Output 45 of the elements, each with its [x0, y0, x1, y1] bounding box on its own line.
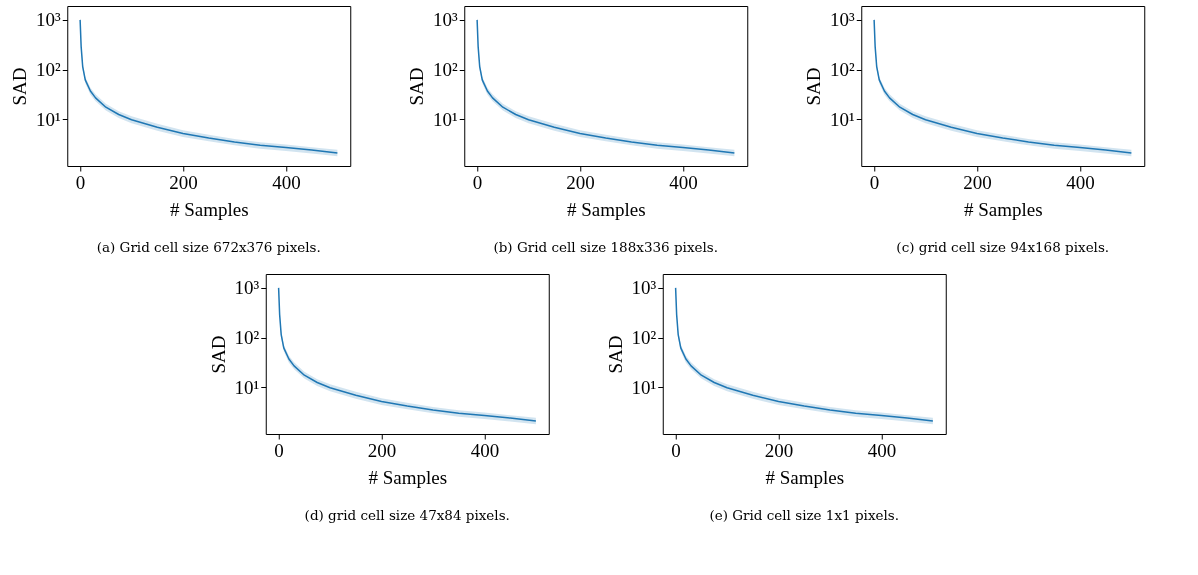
- y-tick-label: 10²: [830, 59, 856, 81]
- text: (a) Grid cell size 672x376 pixels.: [96, 239, 321, 255]
- text: (d) grid cell size 47x84 pixels.: [304, 507, 510, 523]
- y-tick-label: 10¹: [36, 108, 62, 130]
- x-tick-label: 200: [169, 171, 198, 193]
- y-axis-title: SAD: [803, 67, 825, 106]
- x-tick-label: 0: [75, 171, 86, 193]
- x-tick-label: 200: [963, 171, 992, 193]
- x-tick-label: 400: [1066, 171, 1095, 193]
- y-tick-label: 10³: [830, 9, 856, 31]
- y-tick-label: 10²: [631, 327, 657, 349]
- y-tick-label: 10³: [36, 9, 62, 31]
- y-tick-label: 10¹: [433, 108, 459, 130]
- text: (e) Grid cell size 1x1 pixels.: [709, 507, 900, 523]
- x-tick-label: 200: [764, 439, 794, 461]
- text: (c) grid cell size 94x168 pixels.: [896, 239, 1110, 255]
- x-tick-label: 0: [274, 439, 284, 461]
- y-axis-title: SAD: [604, 335, 626, 374]
- x-tick-label: 400: [470, 439, 500, 461]
- y-tick-label: 10³: [234, 277, 260, 299]
- x-axis-title: # Samples: [169, 198, 249, 220]
- x-tick-label: 0: [472, 171, 483, 193]
- y-tick-label: 10¹: [631, 376, 657, 398]
- x-tick-label: 0: [869, 171, 880, 193]
- x-axis-title: # Samples: [765, 466, 845, 488]
- y-tick-label: 10³: [433, 9, 459, 31]
- y-tick-label: 10¹: [234, 376, 260, 398]
- x-tick-label: 200: [367, 439, 397, 461]
- x-axis-title: # Samples: [963, 198, 1043, 220]
- x-axis-title: # Samples: [368, 466, 448, 488]
- x-axis-title: # Samples: [566, 198, 646, 220]
- x-tick-label: 200: [566, 171, 595, 193]
- x-tick-label: 400: [272, 171, 301, 193]
- y-tick-label: 10³: [631, 277, 657, 299]
- x-tick-label: 0: [671, 439, 681, 461]
- y-tick-label: 10²: [36, 59, 62, 81]
- y-axis-title: SAD: [406, 67, 428, 106]
- text: (b) Grid cell size 188x336 pixels.: [493, 239, 719, 255]
- x-tick-label: 400: [867, 439, 897, 461]
- x-tick-label: 400: [669, 171, 698, 193]
- y-tick-label: 10²: [234, 327, 260, 349]
- y-axis-title: SAD: [9, 67, 31, 106]
- y-tick-label: 10¹: [830, 108, 856, 130]
- y-tick-label: 10²: [433, 59, 459, 81]
- y-axis-title: SAD: [207, 335, 229, 374]
